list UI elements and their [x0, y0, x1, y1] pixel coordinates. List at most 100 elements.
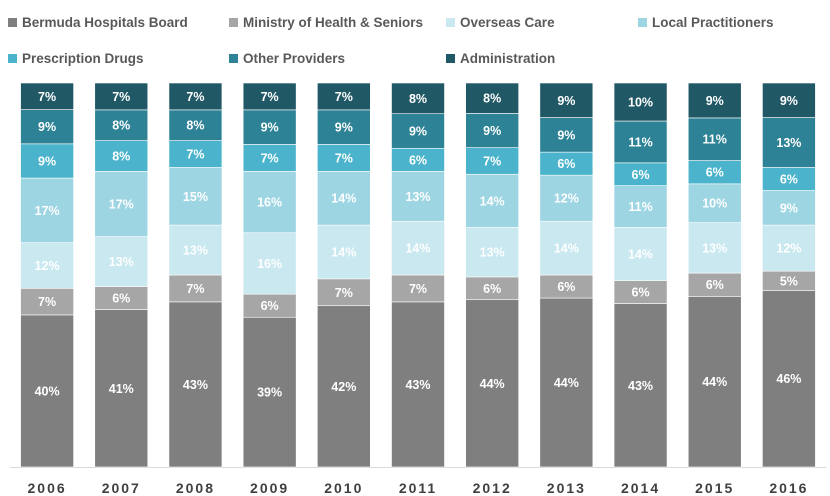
data-label: 7%: [38, 90, 56, 104]
data-label: 7%: [261, 90, 279, 104]
legend-item: Ministry of Health & Seniors: [229, 15, 423, 30]
chart-legend: Bermuda Hospitals Board Ministry of Healt…: [0, 0, 830, 80]
bar-segment: [762, 117, 816, 168]
bar-segment: [465, 299, 519, 468]
bar-segment: [465, 113, 519, 148]
bar-segment: [168, 140, 223, 168]
bar-segment: [613, 227, 668, 282]
legend-item: Prescription Drugs: [8, 51, 144, 66]
bar-segment: [539, 220, 594, 276]
bar-segment: [94, 109, 149, 141]
bar-segment: [317, 224, 371, 280]
legend-item: Local Practitioners: [638, 15, 774, 30]
data-label: 6%: [706, 278, 724, 292]
data-label: 6%: [557, 157, 575, 171]
data-label: 11%: [703, 133, 727, 147]
bar-segment: [242, 171, 297, 234]
data-label: 44%: [702, 375, 727, 389]
bar-segment: [391, 171, 445, 222]
data-label: 9%: [557, 128, 575, 142]
legend-swatch: [229, 54, 238, 63]
x-tick-label: 2007: [102, 480, 141, 496]
x-tick-label: 2008: [176, 480, 215, 496]
data-label: 6%: [780, 173, 798, 187]
bar-segment: [168, 224, 223, 276]
data-label: 13%: [480, 246, 505, 260]
bar-segment: [20, 109, 74, 145]
bar-segment: [613, 82, 668, 122]
data-label: 11%: [628, 200, 652, 214]
data-label: 9%: [38, 154, 56, 168]
legend-label: Other Providers: [243, 51, 346, 66]
legend-item: Overseas Care: [446, 15, 555, 30]
data-label: 9%: [483, 124, 501, 138]
bar-segment: [687, 296, 742, 468]
data-label: 14%: [628, 248, 653, 262]
legend-label: Overseas Care: [460, 15, 555, 30]
data-label: 14%: [480, 194, 505, 208]
bar-segment: [94, 309, 149, 468]
bar-segment: [242, 232, 297, 295]
bar-segment: [391, 113, 445, 149]
bar-segment: [20, 314, 74, 468]
data-label: 8%: [483, 92, 501, 106]
bar-segment: [242, 316, 297, 468]
data-label: 9%: [780, 201, 798, 215]
data-label: 6%: [632, 168, 650, 182]
data-label: 9%: [38, 120, 56, 134]
data-label: 9%: [706, 94, 724, 108]
legend-label: Administration: [460, 51, 556, 66]
data-label: 9%: [409, 125, 427, 139]
data-label: 7%: [261, 151, 279, 165]
bar-segment: [94, 236, 149, 287]
bar-segment: [168, 167, 223, 226]
bar-segment: [317, 109, 371, 145]
data-label: 40%: [35, 384, 60, 398]
x-tick-label: 2006: [28, 480, 67, 496]
bar-segment: [539, 174, 594, 222]
data-label: 41%: [109, 382, 134, 396]
data-label: 13%: [183, 244, 208, 258]
bar-segment: [391, 274, 445, 303]
bar-segment: [687, 117, 742, 161]
data-label: 10%: [628, 96, 653, 110]
legend-item: Bermuda Hospitals Board: [8, 15, 188, 30]
bar-segment: [391, 82, 445, 115]
data-label: 6%: [261, 299, 279, 313]
bar-segment: [762, 190, 816, 226]
data-label: 6%: [483, 282, 501, 296]
legend-swatch: [638, 18, 647, 27]
data-label: 9%: [335, 121, 353, 135]
legend-swatch: [229, 18, 238, 27]
data-label: 42%: [331, 380, 356, 394]
data-label: 13%: [405, 190, 430, 204]
bar-segment: [242, 82, 297, 111]
bar-segment: [317, 305, 371, 468]
data-label: 6%: [409, 153, 427, 167]
bar-segment: [317, 171, 371, 226]
data-label: 43%: [628, 379, 653, 393]
data-label: 44%: [554, 376, 579, 390]
bar-segment: [762, 224, 816, 272]
data-label: 8%: [112, 149, 130, 163]
legend-swatch: [8, 54, 17, 63]
data-label: 8%: [112, 119, 130, 133]
x-tick-label: 2010: [324, 480, 363, 496]
legend-swatch: [446, 18, 455, 27]
bar-segment: [539, 297, 594, 468]
x-tick-label: 2013: [547, 480, 586, 496]
data-label: 17%: [109, 197, 134, 211]
legend-label: Prescription Drugs: [22, 51, 144, 66]
data-label: 7%: [186, 282, 204, 296]
data-label: 43%: [183, 378, 208, 392]
legend-swatch: [8, 18, 17, 27]
legend-item: Administration: [446, 51, 555, 66]
x-tick-label: 2009: [250, 480, 289, 496]
data-label: 7%: [335, 286, 353, 300]
data-label: 17%: [35, 204, 60, 218]
data-label: 11%: [628, 135, 652, 149]
bar-segment: [317, 144, 371, 172]
bar-segment: [762, 82, 816, 118]
x-tick-label: 2011: [399, 480, 437, 496]
data-label: 8%: [409, 92, 427, 106]
